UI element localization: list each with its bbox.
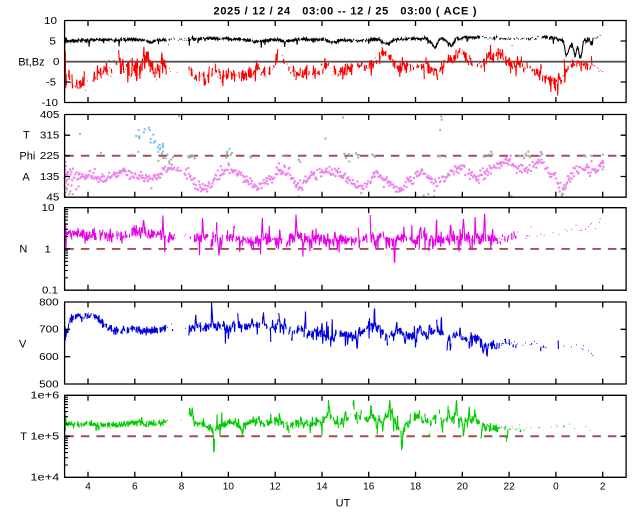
svg-text:1: 1 xyxy=(44,245,51,256)
svg-text:225: 225 xyxy=(40,151,60,162)
svg-text:T: T xyxy=(23,130,30,142)
svg-text:1e+5: 1e+5 xyxy=(30,432,59,443)
svg-text:22: 22 xyxy=(504,482,516,493)
svg-text:2025 / 12 / 24 03:00 -- 12 /: 2025 / 12 / 24 03:00 -- 12 / 25 03:00 ( … xyxy=(214,6,477,18)
svg-text:-5: -5 xyxy=(46,77,56,88)
svg-text:10: 10 xyxy=(223,482,235,493)
svg-text:Bt,Bz: Bt,Bz xyxy=(18,56,44,68)
svg-text:700: 700 xyxy=(39,325,59,336)
svg-text:10: 10 xyxy=(42,203,56,214)
svg-text:5: 5 xyxy=(49,36,56,47)
svg-text:N: N xyxy=(19,243,27,255)
svg-text:6: 6 xyxy=(132,482,138,493)
svg-text:10: 10 xyxy=(44,16,58,27)
svg-text:0: 0 xyxy=(53,57,60,68)
svg-text:16: 16 xyxy=(363,482,375,493)
svg-text:UT: UT xyxy=(336,498,351,510)
svg-text:2: 2 xyxy=(600,482,606,493)
svg-text:18: 18 xyxy=(410,482,422,493)
svg-text:405: 405 xyxy=(40,110,60,121)
svg-text:1e+4: 1e+4 xyxy=(30,473,59,484)
svg-text:4: 4 xyxy=(85,482,91,493)
svg-text:45: 45 xyxy=(46,193,60,204)
svg-text:14: 14 xyxy=(316,482,328,493)
svg-text:-10: -10 xyxy=(42,98,59,109)
svg-text:135: 135 xyxy=(40,172,60,183)
svg-text:800: 800 xyxy=(39,297,59,308)
svg-text:500: 500 xyxy=(39,379,59,390)
svg-text:0.1: 0.1 xyxy=(42,286,58,297)
svg-text:20: 20 xyxy=(457,482,469,493)
svg-text:Phi: Phi xyxy=(19,150,35,162)
svg-text:600: 600 xyxy=(39,352,59,363)
svg-text:V: V xyxy=(19,339,27,351)
svg-text:315: 315 xyxy=(40,130,60,141)
svg-text:12: 12 xyxy=(270,482,282,493)
svg-text:8: 8 xyxy=(179,482,185,493)
svg-text:A: A xyxy=(22,171,30,183)
svg-text:0: 0 xyxy=(553,482,559,493)
svg-text:T: T xyxy=(20,431,27,443)
svg-text:1e+6: 1e+6 xyxy=(30,391,59,402)
